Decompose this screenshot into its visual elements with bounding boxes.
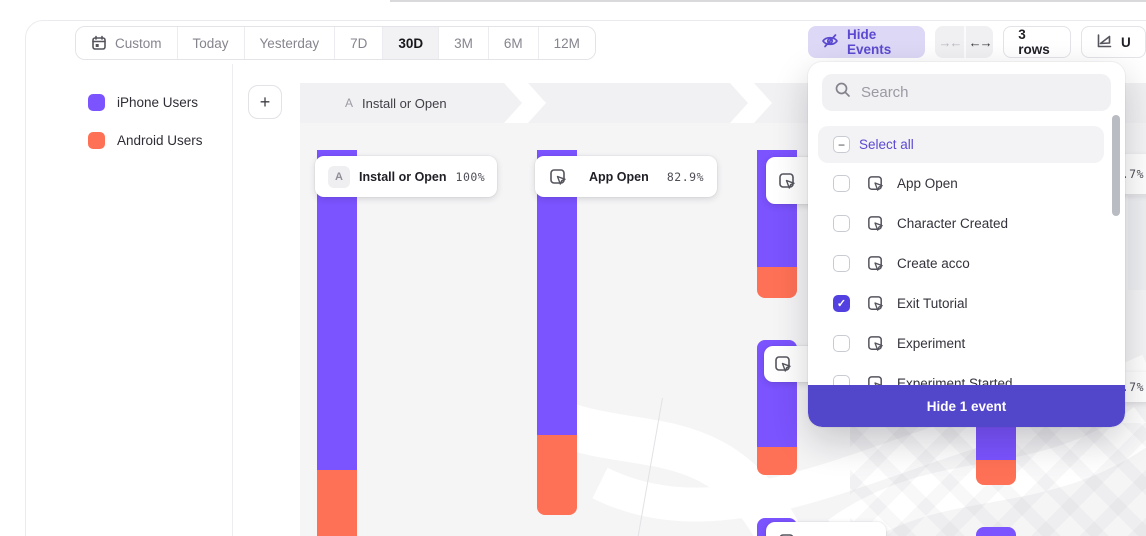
event-row-app-open[interactable]: App Open	[818, 163, 1104, 203]
date-range-7d[interactable]: 7D	[334, 27, 383, 59]
select-all-checkbox[interactable]	[833, 136, 850, 153]
search-input[interactable]	[861, 84, 1099, 101]
bar-step6-android[interactable]	[976, 460, 1016, 485]
event-row-create-acco[interactable]: Create acco	[818, 243, 1104, 283]
bar-step2-android[interactable]	[537, 435, 577, 515]
step-header-2[interactable]	[528, 83, 748, 123]
scrollbar-thumb[interactable]	[1112, 115, 1120, 216]
hide-events-button[interactable]: Hide Events	[808, 26, 926, 58]
bar-step3-android[interactable]	[757, 267, 797, 298]
step-badge: A	[345, 96, 354, 110]
add-step-button[interactable]: +	[248, 85, 282, 119]
legend-item-iphone[interactable]: iPhone Users	[88, 94, 203, 111]
event-row-experiment[interactable]: Experiment	[818, 323, 1104, 363]
hide-events-dropdown: Select all App Open Character Created Cr…	[808, 62, 1125, 427]
cursor-click-icon	[866, 294, 885, 313]
date-range-label: Custom	[115, 35, 162, 51]
cursor-click-icon	[777, 171, 797, 191]
hidden-bar-fragment	[1128, 196, 1146, 290]
bar-step2-iphone[interactable]	[537, 150, 577, 435]
event-row-exit-tutorial[interactable]: Exit Tutorial	[818, 283, 1104, 323]
date-range-yesterday[interactable]: Yesterday	[243, 27, 335, 59]
bar-step4-android[interactable]	[757, 447, 797, 475]
expand-columns-icon[interactable]: ←→	[964, 26, 993, 58]
checkbox-checked[interactable]	[833, 294, 850, 312]
width-toggle: →← ←→	[935, 26, 994, 58]
cursor-click-icon	[866, 254, 885, 273]
legend-item-android[interactable]: Android Users	[88, 132, 203, 149]
hide-events-label: Hide Events	[847, 27, 892, 57]
step-a-badge: A	[328, 165, 350, 188]
checkbox[interactable]	[833, 214, 850, 232]
event-list: App Open Character Created Create acco E…	[818, 163, 1104, 403]
toolbar-right: Hide Events →← ←→ 3 rows U	[808, 26, 1146, 58]
collapse-columns-icon[interactable]: →←	[938, 34, 963, 50]
date-range-30d-active[interactable]: 30D	[382, 27, 439, 59]
step-card-install-or-open[interactable]: A Install or Open 100%	[315, 156, 497, 197]
step-card-partial-3[interactable]	[766, 522, 886, 536]
cursor-click-icon	[866, 334, 885, 353]
bar-step1-iphone[interactable]	[317, 150, 357, 470]
cursor-click-icon	[866, 174, 885, 193]
step-card-app-open[interactable]: App Open 82.9%	[535, 156, 717, 197]
step-header-1[interactable]: A Install or Open	[300, 83, 522, 123]
conversion-percent: 100%	[455, 169, 486, 184]
date-range-12m[interactable]: 12M	[537, 27, 595, 59]
event-search[interactable]	[822, 74, 1111, 111]
search-icon	[834, 81, 852, 104]
checkbox[interactable]	[833, 174, 850, 192]
top-divider	[390, 0, 1146, 2]
bar-step7-iphone[interactable]	[976, 527, 1016, 536]
date-range-custom[interactable]: Custom	[76, 27, 177, 59]
date-range-control: Custom Today Yesterday 7D 30D 3M 6M 12M	[75, 26, 596, 60]
date-range-today[interactable]: Today	[176, 27, 244, 59]
eye-off-icon	[821, 32, 839, 53]
step-header-label: Install or Open	[362, 95, 447, 111]
cursor-click-icon	[866, 214, 885, 233]
cursor-click-icon	[777, 532, 797, 536]
checkbox[interactable]	[833, 334, 850, 352]
event-row-character-created[interactable]: Character Created	[818, 203, 1104, 243]
checkbox[interactable]	[833, 254, 850, 272]
users-button[interactable]: U	[1080, 26, 1146, 58]
conversion-percent: 82.9%	[666, 169, 704, 184]
android-swatch	[88, 132, 105, 149]
date-range-6m[interactable]: 6M	[487, 27, 538, 59]
iphone-swatch	[88, 94, 105, 111]
hide-event-action-button[interactable]: Hide 1 event	[808, 385, 1125, 427]
cursor-click-icon	[548, 167, 568, 187]
sidebar-divider	[232, 64, 233, 536]
rows-button[interactable]: 3 rows	[1003, 26, 1071, 58]
calendar-icon	[91, 35, 107, 51]
chart-icon	[1095, 32, 1113, 53]
date-range-3m[interactable]: 3M	[438, 27, 488, 59]
select-all-row[interactable]: Select all	[818, 126, 1104, 163]
bar-step1-android[interactable]	[317, 470, 357, 536]
cursor-click-icon	[773, 354, 793, 374]
breakdown-legend: iPhone Users Android Users	[88, 94, 203, 149]
